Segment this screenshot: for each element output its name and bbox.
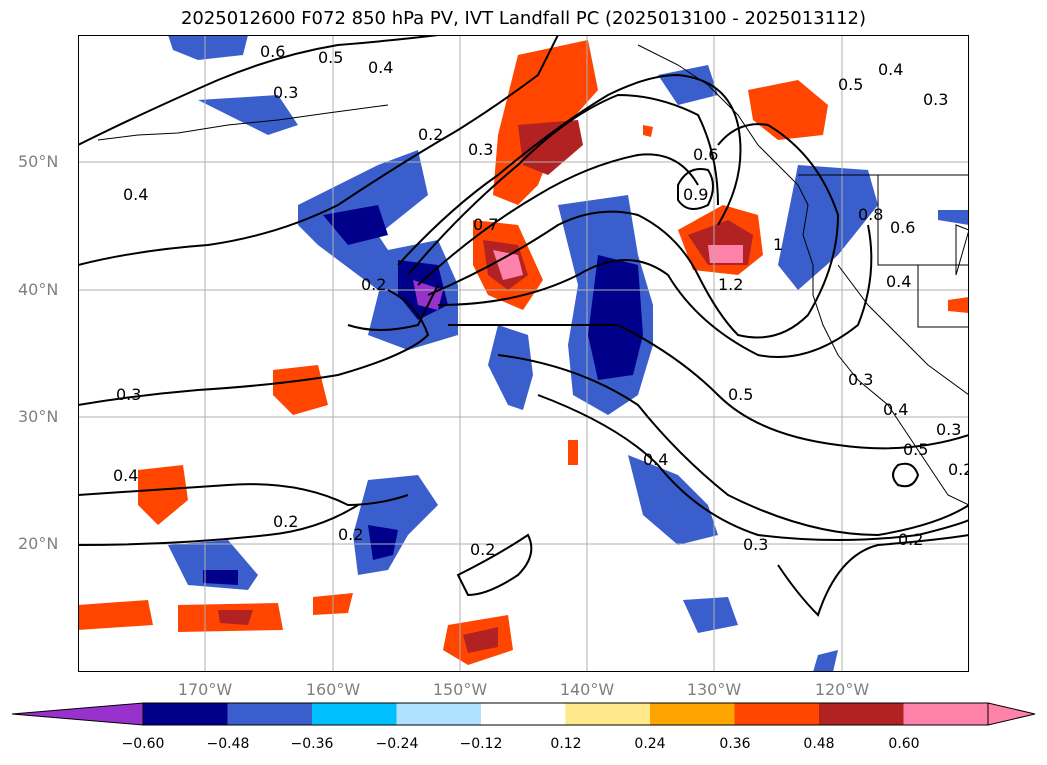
colorbar-extend-max: [987, 702, 1036, 726]
contour-label: 0.3: [273, 83, 298, 102]
contour-label-group: 0.6 0.5 0.4 0.3 0.2 0.3 0.4 0.7 0.6 0.9 …: [113, 42, 969, 559]
map-canvas: 0.6 0.5 0.4 0.3 0.2 0.3 0.4 0.7 0.6 0.9 …: [78, 35, 969, 672]
contour-label: 0.5: [318, 48, 343, 67]
map-panel: 0.6 0.5 0.4 0.3 0.2 0.3 0.4 0.7 0.6 0.9 …: [78, 35, 969, 672]
colorbar-segment: [650, 703, 735, 725]
contour-label: 0.3: [848, 370, 873, 389]
lon-label: 140°W: [559, 680, 615, 699]
lon-label: 160°W: [305, 680, 361, 699]
contour-label: 0.4: [878, 60, 903, 79]
contour-label: 0.9: [683, 185, 708, 204]
colorbar-segment: [143, 703, 228, 725]
contour-label: 0.2: [948, 460, 969, 479]
colorbar-tick-label: −0.48: [206, 736, 250, 752]
lon-label: 170°W: [177, 680, 233, 699]
lat-label: 30°N: [18, 407, 59, 426]
contour-label: 0.6: [890, 218, 915, 237]
colorbar-segment: [903, 703, 989, 725]
pv-negative-fill: [168, 35, 969, 672]
contour-label: 0.5: [903, 440, 928, 459]
colorbar: [11, 702, 1036, 726]
graticule: [78, 35, 969, 672]
contour-label: 0.5: [728, 385, 753, 404]
contour-label: 0.4: [113, 466, 138, 485]
colorbar-tick-label: −0.60: [121, 736, 165, 752]
colorbar-tick-label: 0.48: [803, 736, 835, 752]
colorbar-tick-label: −0.36: [290, 736, 334, 752]
contour-label: 0.5: [838, 75, 863, 94]
lon-label: 150°W: [432, 680, 488, 699]
contour-label: 0.4: [883, 400, 908, 419]
colorbar-segment: [481, 703, 566, 725]
contour-label: 0.4: [643, 450, 668, 469]
colorbar-tick-label: 0.60: [888, 736, 920, 752]
contour-label: 0.3: [468, 140, 493, 159]
contour-label: 0.7: [473, 215, 498, 234]
coastline: [97, 44, 969, 506]
colorbar-segment: [565, 703, 651, 725]
colorbar-extend-min: [11, 702, 144, 726]
colorbar-tick-label: −0.24: [375, 736, 419, 752]
lat-label: 20°N: [18, 534, 59, 553]
colorbar-segment: [312, 703, 397, 725]
contour-label: 1.2: [718, 275, 743, 294]
colorbar-tick-label: 0.24: [634, 736, 666, 752]
colorbar-segment: [227, 703, 313, 725]
contour-label: 0.2: [418, 125, 443, 144]
contour-label: 0.4: [368, 58, 393, 77]
contour-label: 0.3: [743, 535, 768, 554]
contour-label: 0.2: [470, 540, 495, 559]
contour-label: 0.2: [898, 530, 923, 549]
contour-label: 1: [773, 235, 783, 254]
contour-label: 0.2: [338, 525, 363, 544]
map-frame: [78, 35, 969, 672]
contour-label: 0.6: [260, 42, 285, 61]
lat-label: 50°N: [18, 152, 59, 171]
contour-label: 0.2: [361, 275, 386, 294]
contour-label: 0.4: [123, 185, 148, 204]
colorbar-tick-label: −0.12: [459, 736, 503, 752]
contour-label: 0.2: [273, 512, 298, 531]
contour-label: 0.3: [936, 420, 961, 439]
contour-label: 0.6: [693, 145, 718, 164]
colorbar-tick-label: 0.36: [719, 736, 751, 752]
lon-label: 120°W: [814, 680, 870, 699]
colorbar-segment: [819, 703, 904, 725]
colorbar-segment: [396, 703, 482, 725]
contour-lines: [78, 35, 969, 617]
contour-label: 0.4: [886, 272, 911, 291]
contour-label: 0.3: [923, 90, 948, 109]
lon-label: 130°W: [686, 680, 742, 699]
contour-label: 0.8: [858, 205, 883, 224]
lat-label: 40°N: [18, 280, 59, 299]
colorbar-tick-label: 0.12: [550, 736, 582, 752]
map-title: 2025012600 F072 850 hPa PV, IVT Landfall…: [180, 8, 867, 29]
colorbar-segment: [734, 703, 820, 725]
contour-label: 0.3: [116, 385, 141, 404]
